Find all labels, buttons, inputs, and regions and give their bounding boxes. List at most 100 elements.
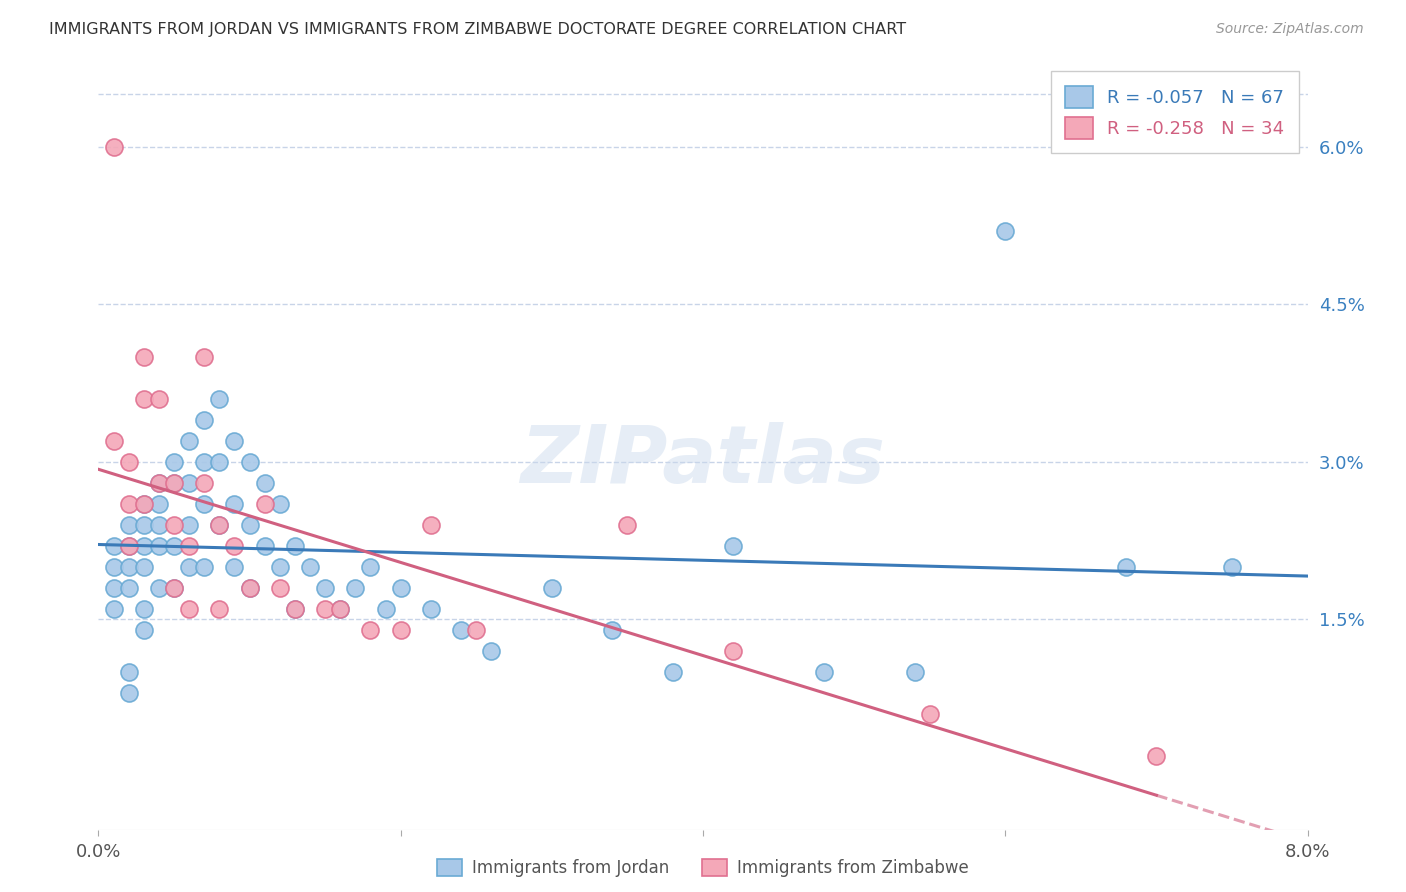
Point: [179, 517, 201, 532]
Point: [148, 392, 170, 406]
Point: [616, 517, 638, 532]
Point: [193, 475, 215, 490]
Point: [284, 602, 307, 616]
Point: [193, 559, 215, 574]
Point: [208, 602, 231, 616]
Point: [163, 475, 186, 490]
Point: [723, 644, 745, 658]
Point: [253, 475, 276, 490]
Point: [239, 581, 262, 595]
Point: [253, 539, 276, 553]
Point: [481, 644, 503, 658]
Point: [374, 602, 396, 616]
Point: [269, 497, 291, 511]
Point: [239, 581, 262, 595]
Point: [118, 539, 141, 553]
Point: [813, 665, 835, 679]
Point: [148, 497, 170, 511]
Point: [179, 602, 201, 616]
Point: [148, 581, 170, 595]
Point: [193, 455, 215, 469]
Point: [450, 623, 472, 637]
Point: [132, 539, 155, 553]
Point: [163, 475, 186, 490]
Point: [239, 455, 262, 469]
Point: [299, 559, 322, 574]
Point: [904, 665, 927, 679]
Point: [193, 413, 215, 427]
Point: [360, 623, 382, 637]
Text: IMMIGRANTS FROM JORDAN VS IMMIGRANTS FROM ZIMBABWE DOCTORATE DEGREE CORRELATION : IMMIGRANTS FROM JORDAN VS IMMIGRANTS FRO…: [49, 22, 907, 37]
Point: [602, 623, 624, 637]
Point: [132, 392, 155, 406]
Point: [103, 581, 125, 595]
Point: [1115, 559, 1137, 574]
Legend: R = -0.057   N = 67, R = -0.258   N = 34: R = -0.057 N = 67, R = -0.258 N = 34: [1052, 71, 1299, 153]
Point: [329, 602, 352, 616]
Point: [118, 559, 141, 574]
Point: [103, 539, 125, 553]
Point: [148, 539, 170, 553]
Legend: Immigrants from Jordan, Immigrants from Zimbabwe: Immigrants from Jordan, Immigrants from …: [430, 852, 976, 884]
Point: [314, 602, 336, 616]
Point: [661, 665, 683, 679]
Point: [132, 623, 155, 637]
Point: [148, 475, 170, 490]
Point: [344, 581, 367, 595]
Point: [1220, 559, 1243, 574]
Point: [118, 517, 141, 532]
Point: [224, 539, 246, 553]
Point: [132, 497, 155, 511]
Point: [148, 475, 170, 490]
Point: [389, 623, 412, 637]
Point: [239, 517, 262, 532]
Point: [103, 559, 125, 574]
Point: [329, 602, 352, 616]
Point: [118, 686, 141, 700]
Point: [193, 497, 215, 511]
Point: [103, 434, 125, 448]
Point: [118, 665, 141, 679]
Point: [994, 223, 1017, 237]
Point: [132, 497, 155, 511]
Point: [179, 559, 201, 574]
Point: [465, 623, 488, 637]
Point: [179, 434, 201, 448]
Point: [540, 581, 562, 595]
Point: [389, 581, 412, 595]
Point: [163, 517, 186, 532]
Point: [284, 539, 307, 553]
Point: [163, 539, 186, 553]
Text: Source: ZipAtlas.com: Source: ZipAtlas.com: [1216, 22, 1364, 37]
Point: [132, 559, 155, 574]
Point: [118, 497, 141, 511]
Point: [103, 602, 125, 616]
Point: [118, 581, 141, 595]
Point: [918, 706, 941, 721]
Point: [224, 434, 246, 448]
Point: [208, 517, 231, 532]
Point: [208, 455, 231, 469]
Point: [284, 602, 307, 616]
Point: [253, 497, 276, 511]
Point: [103, 139, 125, 153]
Point: [723, 539, 745, 553]
Point: [132, 602, 155, 616]
Point: [420, 602, 443, 616]
Point: [314, 581, 336, 595]
Point: [132, 517, 155, 532]
Point: [179, 475, 201, 490]
Point: [360, 559, 382, 574]
Point: [163, 455, 186, 469]
Point: [163, 581, 186, 595]
Point: [163, 581, 186, 595]
Point: [179, 539, 201, 553]
Point: [132, 350, 155, 364]
Point: [193, 350, 215, 364]
Point: [224, 559, 246, 574]
Point: [420, 517, 443, 532]
Point: [269, 581, 291, 595]
Point: [224, 497, 246, 511]
Point: [1146, 749, 1168, 764]
Point: [118, 539, 141, 553]
